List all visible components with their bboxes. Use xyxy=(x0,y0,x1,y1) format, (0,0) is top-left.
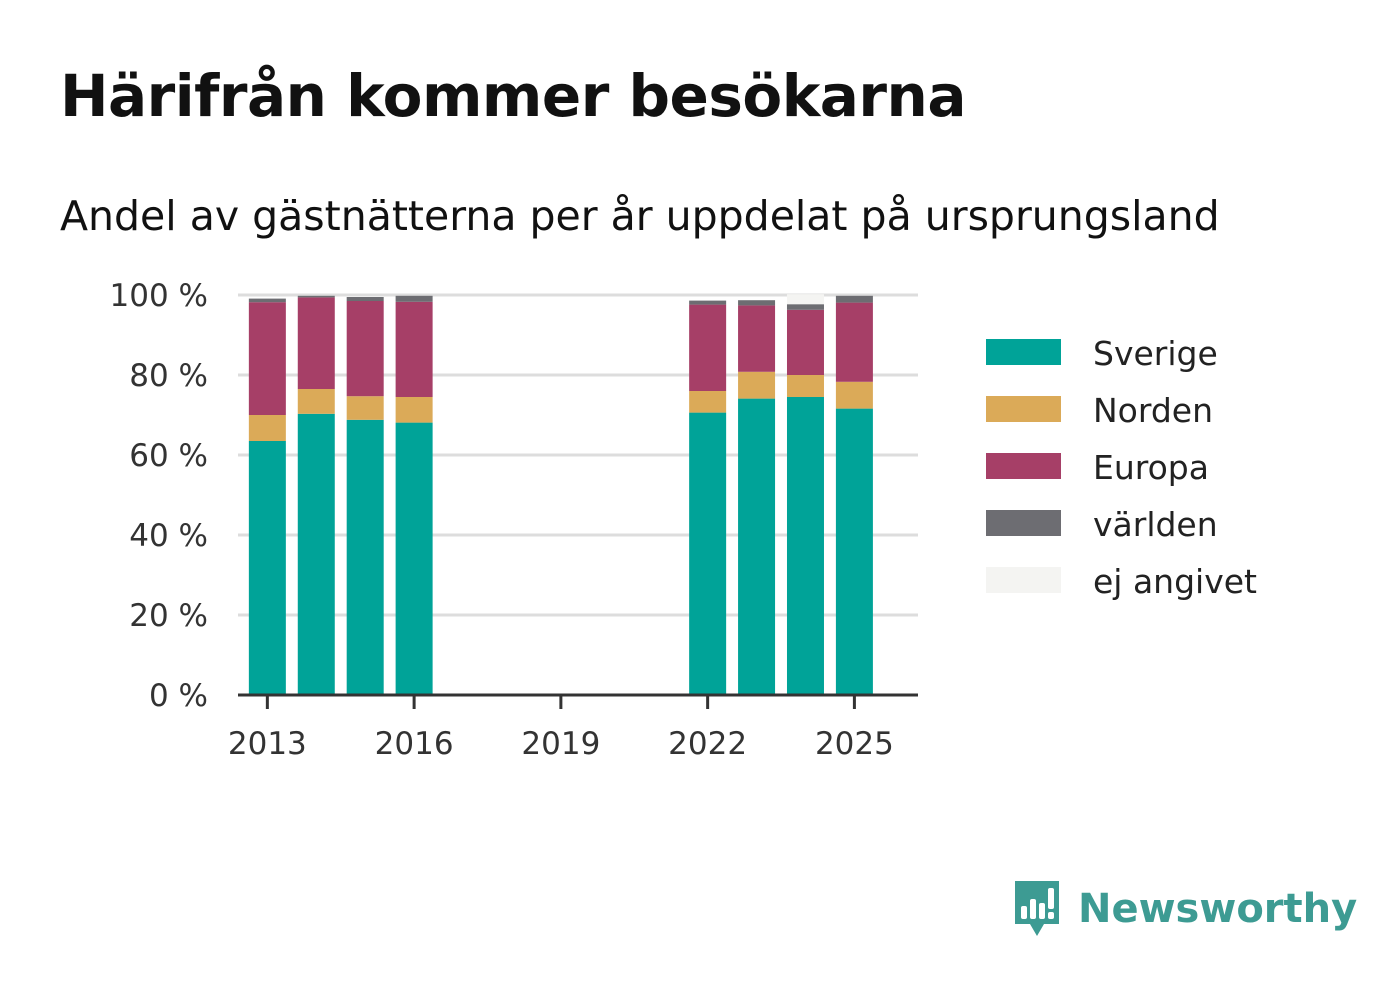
bar-segment-sverige-2013 xyxy=(248,441,286,695)
bar-segment-sverige-2014 xyxy=(297,413,335,695)
bar-segment-norden-2024 xyxy=(786,375,824,397)
bar-segment-europa-2024 xyxy=(786,309,824,375)
bar-segment-norden-2025 xyxy=(835,381,873,409)
legend-swatch xyxy=(986,510,1061,536)
bar-segment-sverige-2022 xyxy=(689,412,727,695)
bar-segment-världen-2013 xyxy=(248,298,286,303)
legend-label: ej angivet xyxy=(1093,562,1257,601)
y-tick-label: 60 % xyxy=(129,438,208,474)
y-tick-label: 100 % xyxy=(110,278,208,314)
x-tick-label: 2022 xyxy=(668,726,747,762)
legend-swatch xyxy=(986,396,1061,422)
bar-segment-norden-2016 xyxy=(395,397,433,423)
x-tick-label: 2019 xyxy=(521,726,600,762)
bar-segment-europa-2022 xyxy=(689,304,727,391)
bar-segment-världen-2015 xyxy=(346,297,384,301)
x-axis: 2013 2016 2019 2022 2025 xyxy=(228,693,918,762)
bar-segment-europa-2014 xyxy=(297,297,335,389)
bar-segment-sverige-2016 xyxy=(395,422,433,695)
bars xyxy=(248,294,873,695)
bar-segment-sverige-2023 xyxy=(738,398,776,695)
bar-segment-sverige-2025 xyxy=(835,408,873,695)
legend-label: Norden xyxy=(1093,391,1213,430)
brand-logo: Newsworthy xyxy=(1012,878,1357,940)
bar-segment-norden-2013 xyxy=(248,415,286,441)
bar-segment-världen-2022 xyxy=(689,300,727,305)
chart-subtitle: Andel av gästnätterna per år uppdelat på… xyxy=(60,192,1220,240)
bar-segment-världen-2025 xyxy=(835,295,873,303)
bar-segment-norden-2023 xyxy=(738,371,776,399)
bar-segment-europa-2015 xyxy=(346,301,384,397)
legend-swatch xyxy=(986,339,1061,365)
x-tick-label: 2013 xyxy=(228,726,307,762)
y-tick-label: 40 % xyxy=(129,518,208,554)
legend-swatch xyxy=(986,567,1061,593)
bar-segment-europa-2023 xyxy=(738,305,776,372)
bar-segment-sverige-2015 xyxy=(346,419,384,695)
legend-label: Europa xyxy=(1093,448,1209,487)
bar-segment-sverige-2024 xyxy=(786,397,824,695)
y-tick-label: 20 % xyxy=(129,598,208,634)
x-tick-label: 2016 xyxy=(375,726,454,762)
y-tick-label: 0 % xyxy=(149,678,208,714)
bar-segment-norden-2014 xyxy=(297,389,335,414)
y-axis-ticks: 0 % 20 % 40 % 60 % 80 % 100 % xyxy=(110,278,208,714)
y-tick-label: 80 % xyxy=(129,358,208,394)
bar-segment-ej-angivet-2024 xyxy=(786,294,824,305)
bar-segment-världen-2023 xyxy=(738,300,776,306)
bar-segment-norden-2022 xyxy=(689,391,727,413)
legend-label: Sverige xyxy=(1093,334,1218,373)
x-tick-label: 2025 xyxy=(815,726,894,762)
newsworthy-logo-icon xyxy=(1015,881,1059,936)
bar-segment-europa-2016 xyxy=(395,301,433,397)
bar-segment-europa-2025 xyxy=(835,302,873,382)
bar-segment-norden-2015 xyxy=(346,396,384,420)
legend-label: världen xyxy=(1093,505,1218,544)
legend: Sverige Norden Europa världen ej angivet xyxy=(986,334,1257,601)
bar-segment-europa-2013 xyxy=(248,302,286,415)
chart-title: Härifrån kommer besökarna xyxy=(60,62,966,130)
legend-swatch xyxy=(986,453,1061,479)
bar-segment-världen-2024 xyxy=(786,304,824,310)
bar-segment-världen-2016 xyxy=(395,295,433,302)
bar-segment-världen-2014 xyxy=(297,295,335,298)
brand-name: Newsworthy xyxy=(1078,886,1358,932)
